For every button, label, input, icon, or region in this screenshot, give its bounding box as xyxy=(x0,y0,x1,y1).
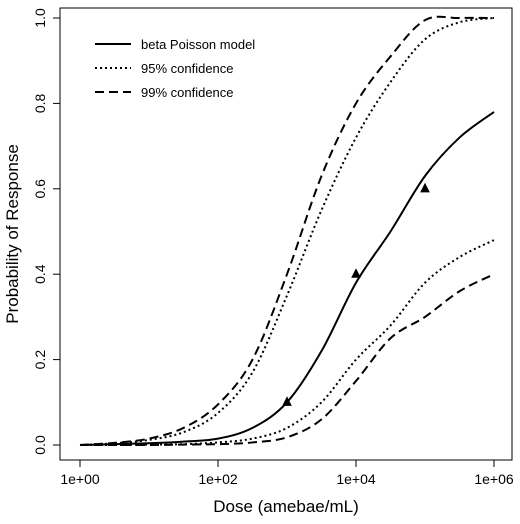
observation-points xyxy=(282,182,430,406)
y-tick-label: 0.0 xyxy=(32,435,48,455)
y-tick-label: 0.6 xyxy=(32,179,48,199)
legend: beta Poisson model 95% confidence 99% conf… xyxy=(95,37,255,100)
observation-point xyxy=(351,268,361,278)
series-0-solid-curve xyxy=(79,111,495,446)
y-axis-title: Probability of Response xyxy=(3,144,22,324)
series-2-dotted-curve xyxy=(79,239,495,447)
y-tick-label: 0.8 xyxy=(32,93,48,113)
x-axis: 1e+00 1e+02 1e+04 1e+06 xyxy=(60,459,514,487)
series-1-dotted-curve xyxy=(79,17,495,446)
y-tick-label: 1.0 xyxy=(32,8,48,28)
x-tick-label: 1e+06 xyxy=(474,471,514,487)
x-tick-label: 1e+04 xyxy=(336,471,376,487)
y-axis: 0.0 0.2 0.4 0.6 0.8 1.0 xyxy=(32,8,61,455)
x-tick-label: 1e+02 xyxy=(198,471,238,487)
y-tick-label: 0.2 xyxy=(32,350,48,370)
legend-label: 95% confidence xyxy=(141,61,234,76)
curves xyxy=(79,15,495,447)
observation-point xyxy=(282,396,292,406)
x-axis-title: Dose (amebae/mL) xyxy=(213,497,359,516)
series-3-dashed-curve xyxy=(79,15,495,446)
legend-label: 99% confidence xyxy=(141,85,234,100)
legend-label: beta Poisson model xyxy=(141,37,255,52)
x-tick-label: 1e+00 xyxy=(60,471,100,487)
series-4-dashed-curve xyxy=(80,273,495,447)
y-tick-label: 0.4 xyxy=(32,264,48,284)
observation-point xyxy=(420,182,430,193)
plot-frame xyxy=(59,7,513,461)
